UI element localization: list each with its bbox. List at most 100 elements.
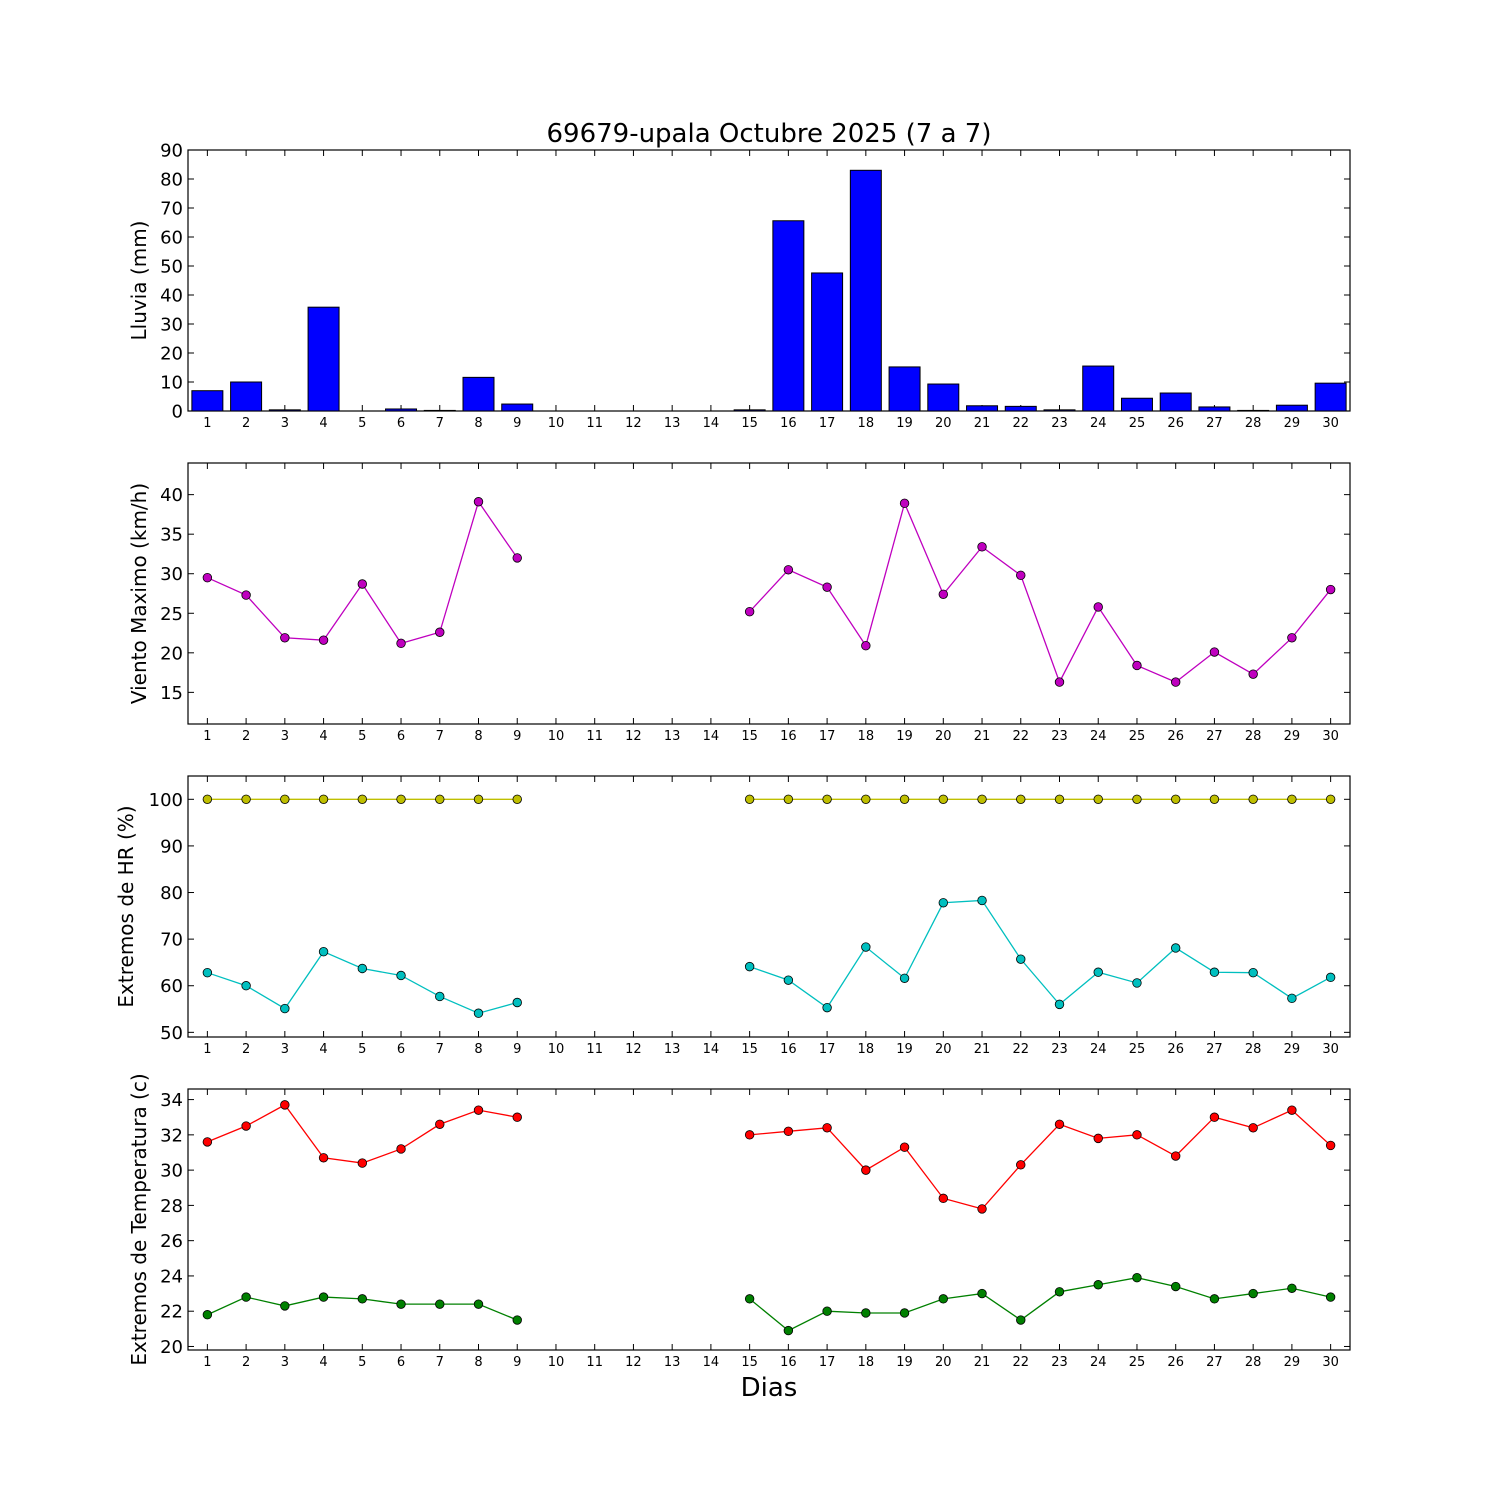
panel-viento-xtick-label: 28 xyxy=(1245,729,1262,744)
panel-hr-series-1-point xyxy=(202,967,213,978)
panel-temperatura-series-1-point xyxy=(1325,1292,1336,1302)
panel-lluvia-xtick-label: 22 xyxy=(1012,416,1029,431)
panel-viento-series-0-point xyxy=(473,497,484,507)
rain-bar xyxy=(1004,405,1037,412)
panel-hr-series-0-point xyxy=(318,794,329,805)
panel-hr-xtick-label: 3 xyxy=(281,1042,289,1057)
panel-hr-series-0-point xyxy=(1248,794,1258,805)
panel-viento-xtick-label: 25 xyxy=(1129,729,1146,744)
panel-viento-xtick-label: 16 xyxy=(780,729,797,744)
panel-viento-series-0-point xyxy=(357,579,368,589)
panel-temperatura-series-0-point xyxy=(938,1193,949,1204)
panel-hr-series-1-point xyxy=(1248,967,1258,978)
panel-temperatura-series-1-point xyxy=(1287,1283,1297,1293)
panel-viento-series-0-point xyxy=(241,590,251,600)
panel-temperatura-series-1-point xyxy=(318,1292,329,1302)
panel-temperatura-series-0-point xyxy=(1054,1119,1065,1129)
panel-hr-series-0-point xyxy=(473,794,484,805)
panel-hr-ytick-label: 90 xyxy=(160,836,183,857)
panel-viento-series-0-point xyxy=(1248,669,1258,679)
panel-hr-ylabel: Extremos de HR (%) xyxy=(114,805,138,1007)
rain-bar xyxy=(1082,365,1115,412)
panel-viento-xtick-label: 10 xyxy=(548,729,565,744)
rain-bar xyxy=(385,408,418,412)
panel-viento-xtick-label: 21 xyxy=(974,729,991,744)
panel-viento-series-0-point xyxy=(396,638,406,649)
panel-temperatura-ytick-label: 26 xyxy=(160,1231,183,1252)
panel-hr-series-1-point xyxy=(1132,978,1142,988)
panel-viento-series-0-point xyxy=(938,589,949,599)
panel-temperatura-xtick-label: 7 xyxy=(436,1355,444,1370)
panel-lluvia-ytick-label: 80 xyxy=(160,170,183,191)
panel-viento-ytick-label: 40 xyxy=(160,485,183,506)
rain-bar xyxy=(307,306,340,412)
panel-temperatura-series-1-point xyxy=(977,1288,987,1299)
panel-temperatura-xtick-label: 30 xyxy=(1322,1355,1339,1370)
panel-viento-series-0-point xyxy=(1170,677,1181,687)
rain-bar xyxy=(927,383,960,412)
panel-lluvia-ytick-label: 70 xyxy=(160,199,183,220)
panel-lluvia-xtick-label: 6 xyxy=(397,416,405,431)
panel-hr-xtick-label: 30 xyxy=(1322,1042,1339,1057)
panel-lluvia-xtick-label: 4 xyxy=(319,416,327,431)
panel-viento-xtick-label: 6 xyxy=(397,729,405,744)
panel-hr-series-1-line xyxy=(207,950,518,1014)
panel-hr-xtick-label: 18 xyxy=(858,1042,875,1057)
panel-hr-series-0-point xyxy=(396,794,406,805)
panel-hr-ytick-label: 70 xyxy=(160,930,183,951)
rain-bar xyxy=(423,409,456,412)
panel-hr-xtick-label: 28 xyxy=(1245,1042,1262,1057)
panel-temperatura-xtick-label: 22 xyxy=(1012,1355,1029,1370)
rain-bar xyxy=(1198,406,1231,412)
panel-temperatura-xtick-label: 9 xyxy=(513,1355,521,1370)
panel-temperatura-series-1-point xyxy=(435,1299,445,1309)
panel-temperatura-ytick-label: 32 xyxy=(160,1125,183,1146)
panel-temperatura-xtick-label: 2 xyxy=(242,1355,250,1370)
rain-bar xyxy=(1043,409,1076,412)
panel-hr-series-1-point xyxy=(1325,972,1336,983)
panel-lluvia-xtick-label: 24 xyxy=(1090,416,1107,431)
panel-hr-series-0-point xyxy=(1325,794,1336,805)
panel-temperatura-series-1-point xyxy=(861,1308,871,1318)
rain-bar xyxy=(1120,397,1153,412)
panel-temperatura-ytick-label: 28 xyxy=(160,1196,183,1217)
panel-lluvia-ytick-label: 20 xyxy=(160,344,183,365)
panel-viento-xtick-label: 22 xyxy=(1012,729,1029,744)
panel-temperatura-series-1-point xyxy=(1132,1272,1142,1283)
panel-lluvia-xtick-label: 1 xyxy=(203,416,211,431)
panel-lluvia-xtick-label: 26 xyxy=(1167,416,1184,431)
panel-viento-series-0-point xyxy=(1054,677,1065,687)
panel-temperatura-xtick-label: 6 xyxy=(397,1355,405,1370)
panel-temperatura-ytick-label: 20 xyxy=(160,1337,183,1358)
panel-viento-xtick-label: 9 xyxy=(513,729,521,744)
panel-hr-series-1-point xyxy=(899,973,910,983)
panel-viento-series-0-point xyxy=(861,641,871,651)
panel-hr-xtick-label: 14 xyxy=(703,1042,720,1057)
panel-temperatura-series-0-point xyxy=(202,1137,213,1147)
panel-hr-frame xyxy=(187,775,1351,1038)
panel-temperatura-series-1-point xyxy=(1170,1281,1181,1292)
panel-hr-xtick-label: 12 xyxy=(625,1042,642,1057)
panel-temperatura-series-0-point xyxy=(241,1121,251,1131)
panel-hr-series-1-line xyxy=(749,899,1331,1009)
panel-lluvia-xtick-label: 30 xyxy=(1322,416,1339,431)
panel-viento-series-0-point xyxy=(744,606,755,617)
panel-hr-series-1-point xyxy=(318,947,329,957)
panel-temperatura: Extremos de Temperatura (c) 202224262830… xyxy=(127,1073,1351,1370)
panel-hr-series-1-point xyxy=(473,1008,484,1018)
panel-lluvia-xtick-label: 21 xyxy=(974,416,991,431)
panel-hr-series-1-point xyxy=(280,1003,290,1014)
panel-lluvia-ytick-label: 50 xyxy=(160,257,183,278)
panel-temperatura-xtick-label: 1 xyxy=(203,1355,211,1370)
panel-hr-series-1-point xyxy=(435,991,445,1002)
panel-hr-series-0-point xyxy=(861,794,871,805)
panel-temperatura-series-1-point xyxy=(783,1325,794,1336)
panel-hr-ytick-label: 80 xyxy=(160,883,183,904)
panel-hr-ytick-label: 100 xyxy=(149,790,183,811)
panel-temperatura-series-1-point xyxy=(241,1292,251,1302)
panel-temperatura-series-0-line xyxy=(207,1104,518,1164)
